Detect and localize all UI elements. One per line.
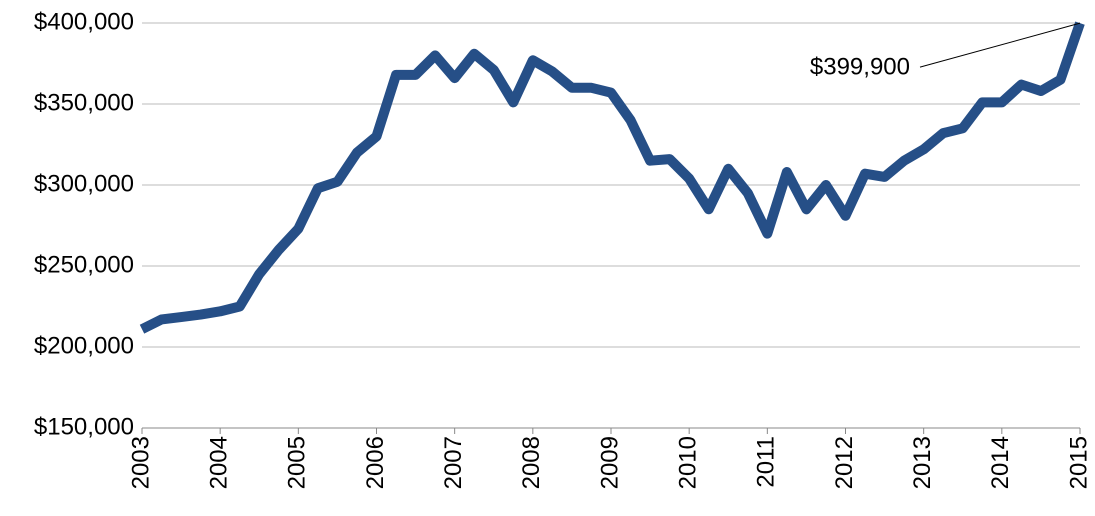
x-tick-label: 2004 (206, 436, 233, 489)
line-series (139, 21, 1085, 334)
x-tick-label: 2003 (127, 436, 154, 489)
x-tick-label: 2010 (675, 436, 702, 489)
y-tick-label: $200,000 (34, 332, 134, 359)
y-tick-label: $350,000 (34, 89, 134, 116)
x-tick-label: 2006 (362, 436, 389, 489)
x-tick-label: 2005 (284, 436, 311, 489)
y-tick-label: $150,000 (34, 413, 134, 440)
x-tick-label: 2008 (518, 436, 545, 489)
x-tick-label: 2013 (909, 436, 936, 489)
annotation-label: $399,900 (810, 54, 910, 81)
x-tick-label: 2012 (831, 436, 858, 489)
y-tick-label: $250,000 (34, 251, 134, 278)
annotation-leader (919, 22, 1081, 68)
x-tick-label: 2014 (987, 436, 1014, 489)
x-tick-label: 2015 (1065, 436, 1092, 489)
x-tick-label: 2011 (753, 436, 780, 488)
y-tick-label: $300,000 (34, 170, 134, 197)
x-tick-label: 2009 (596, 436, 623, 489)
x-tick-label: 2007 (440, 436, 467, 489)
y-tick-label: $400,000 (34, 8, 134, 35)
